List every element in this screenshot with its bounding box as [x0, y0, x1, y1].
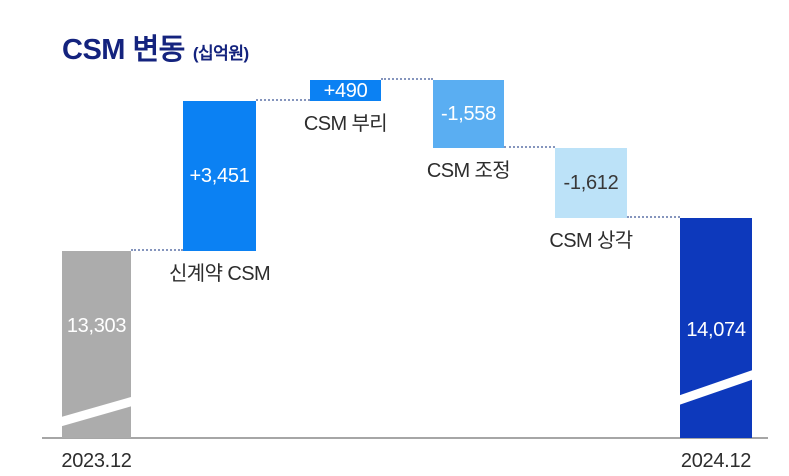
chart-header: CSM 변동 (십억원) [62, 26, 249, 68]
bar-csm-amortization: -1,612 [555, 147, 627, 218]
axis-break-slash [680, 367, 752, 407]
bar-value-label: +3,451 [189, 165, 250, 188]
bar-new-contract-csm: +3,451 [183, 101, 256, 251]
x-axis-label: 2023.12 [61, 450, 132, 472]
connector-line [381, 77, 433, 80]
bar-category-label: CSM 조정 [426, 159, 511, 182]
connector-line [627, 215, 680, 218]
connector-line [504, 145, 555, 148]
bar-value-label: 14,074 [686, 318, 746, 341]
bar-csm-adjustment: -1,558 [433, 79, 504, 148]
bar-value-label: +490 [323, 79, 368, 102]
chart-unit-label: (십억원) [192, 44, 249, 63]
axis-break-slash [62, 394, 131, 429]
connector-line [131, 249, 183, 251]
chart-title: CSM 변동 [62, 34, 185, 66]
bar-category-label: CSM 상각 [549, 229, 633, 252]
bar-value-label: -1,612 [563, 171, 619, 194]
bar-closing-2024-12: 14,074 [680, 217, 752, 438]
bar-opening-2023-12: 13,303 [62, 251, 131, 438]
x-axis-label: 2024.12 [680, 450, 752, 472]
bar-value-label: 13,303 [66, 314, 127, 337]
x-axis-line [42, 437, 768, 439]
bar-category-label: CSM 부리 [303, 113, 388, 136]
bar-csm-interest-accretion: +490 [310, 79, 381, 102]
bar-category-label: 신계약 CSM [169, 263, 271, 285]
connector-line [256, 99, 310, 102]
bar-value-label: -1,558 [441, 102, 496, 125]
